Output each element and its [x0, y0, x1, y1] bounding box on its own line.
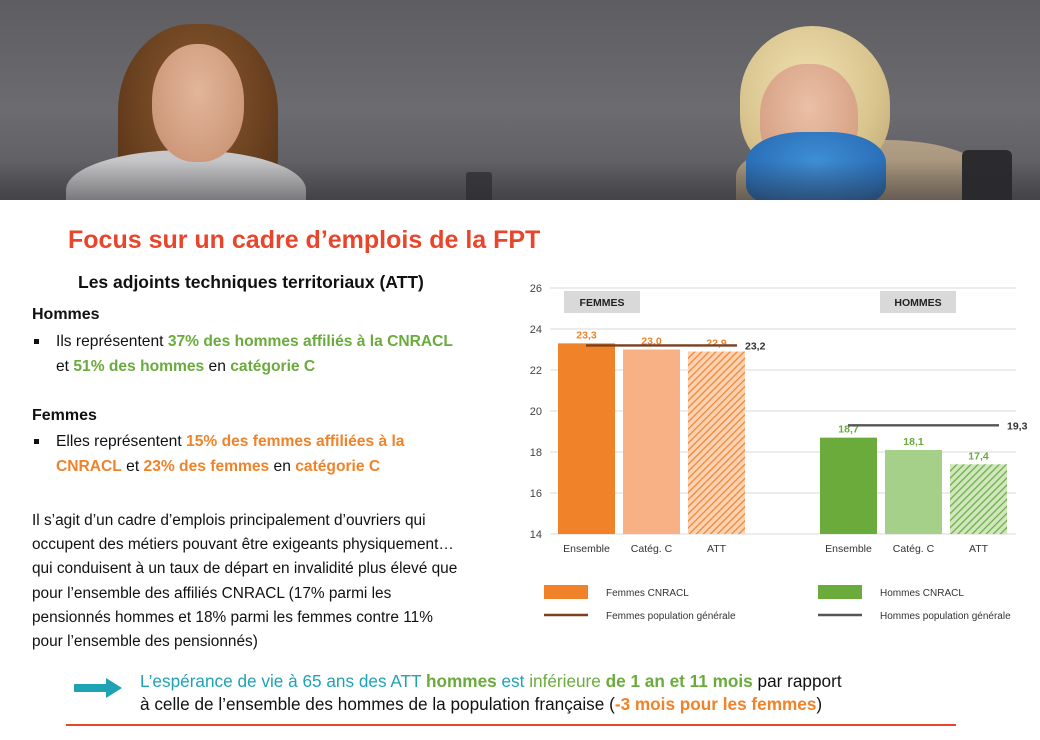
y-tick-label: 16 [530, 488, 542, 500]
x-tick-label: Catég. C [893, 543, 935, 555]
legend-swatch [818, 585, 862, 599]
life-expectancy-chart: 14 16 18 20 22 24 26 FEMMES 23,3 Ensemble 23,0 Caté… [508, 276, 1030, 632]
femmes-bullet: Elles représentent 15% des femmes affili… [34, 429, 514, 479]
x-tick-label: Catég. C [631, 543, 673, 555]
y-tick-label: 26 [530, 283, 542, 295]
group-header-label: FEMMES [580, 297, 625, 309]
bar [688, 351, 745, 534]
paragraph-line: pour l’ensemble des affiliés CNRACL (17%… [32, 584, 392, 602]
femmes-bullet-line-1: Elles représentent 15% des femmes affili… [56, 433, 405, 450]
bar [950, 464, 1007, 534]
hommes-heading: Hommes [32, 306, 100, 323]
hommes-bullet-line-2: et 51% des hommes en catégorie C [56, 358, 316, 375]
group-header-box [880, 291, 956, 313]
paragraph-line: Il s’agit d’un cadre d’emplois principal… [32, 512, 426, 529]
legend-label: Hommes population générale [880, 611, 1011, 622]
chart-svg: 14161820222426FEMMES23,3Ensemble23,0Caté… [530, 283, 1028, 622]
bar [558, 343, 615, 534]
conclusion-line-2: à celle de l’ensemble des hommes de la p… [140, 694, 823, 714]
bar [885, 449, 942, 534]
explanation-paragraph: Il s’agit d’un cadre d’emplois principal… [32, 509, 522, 654]
x-tick-label: Ensemble [563, 543, 610, 555]
bar-value-label: 23,3 [576, 329, 597, 341]
paragraph-line: pensionnés hommes et 18% parmi les femme… [32, 608, 433, 626]
legend-label: Femmes population générale [606, 611, 736, 622]
femmes-heading: Femmes [32, 407, 97, 424]
bar-value-label: 18,1 [903, 436, 924, 448]
y-tick-label: 14 [530, 529, 542, 541]
speaker-1-face [152, 44, 244, 162]
arrow-right-icon [74, 678, 122, 698]
legend-label: Femmes CNRACL [606, 588, 689, 599]
bar-value-label: 18,7 [838, 424, 859, 436]
paragraph-line: qui conduisent à un taux de départ en in… [32, 560, 458, 578]
bullet-square [34, 339, 39, 344]
bar-value-label: 22,9 [706, 338, 727, 350]
video-feed [0, 0, 1040, 200]
bar [820, 437, 877, 534]
conclusion-text: L’espérance de vie à 65 ans des ATT homm… [140, 670, 980, 716]
x-tick-label: ATT [969, 543, 989, 555]
femmes-bullet-line-2: CNRACL et 23% des femmes en catégorie C [56, 458, 381, 475]
bar [623, 349, 680, 534]
legend-label: Hommes CNRACL [880, 588, 964, 599]
conclusion-line-1: L’espérance de vie à 65 ans des ATT homm… [140, 671, 842, 691]
paragraph-line: occupent des métiers pouvant être exigea… [32, 536, 454, 554]
hommes-bullet-line-1: Ils représentent 37% des hommes affiliés… [56, 333, 453, 350]
slide-subtitle: Les adjoints techniques territoriaux (AT… [78, 272, 424, 292]
y-tick-label: 24 [530, 324, 542, 336]
group-header-box [564, 291, 640, 313]
group-header-label: HOMMES [894, 297, 941, 309]
speaker-2-scarf [746, 132, 886, 200]
y-tick-label: 18 [530, 447, 542, 459]
y-tick-label: 22 [530, 365, 542, 377]
reference-value-label: 19,3 [1007, 420, 1028, 432]
reference-value-label: 23,2 [745, 340, 766, 352]
laptop [466, 172, 492, 200]
y-tick-label: 20 [530, 406, 542, 418]
bullet-square [34, 439, 39, 444]
bottom-divider [66, 724, 956, 726]
bar-value-label: 17,4 [968, 450, 989, 462]
chair [962, 150, 1012, 200]
x-tick-label: ATT [707, 543, 727, 555]
paragraph-line: pour l’ensemble des pensionnés) [32, 633, 258, 651]
slide-title: Focus sur un cadre d’emplois de la FPT [68, 226, 541, 254]
x-tick-label: Ensemble [825, 543, 872, 555]
legend-swatch [544, 585, 588, 599]
hommes-bullet: Ils représentent 37% des hommes affiliés… [34, 329, 514, 379]
